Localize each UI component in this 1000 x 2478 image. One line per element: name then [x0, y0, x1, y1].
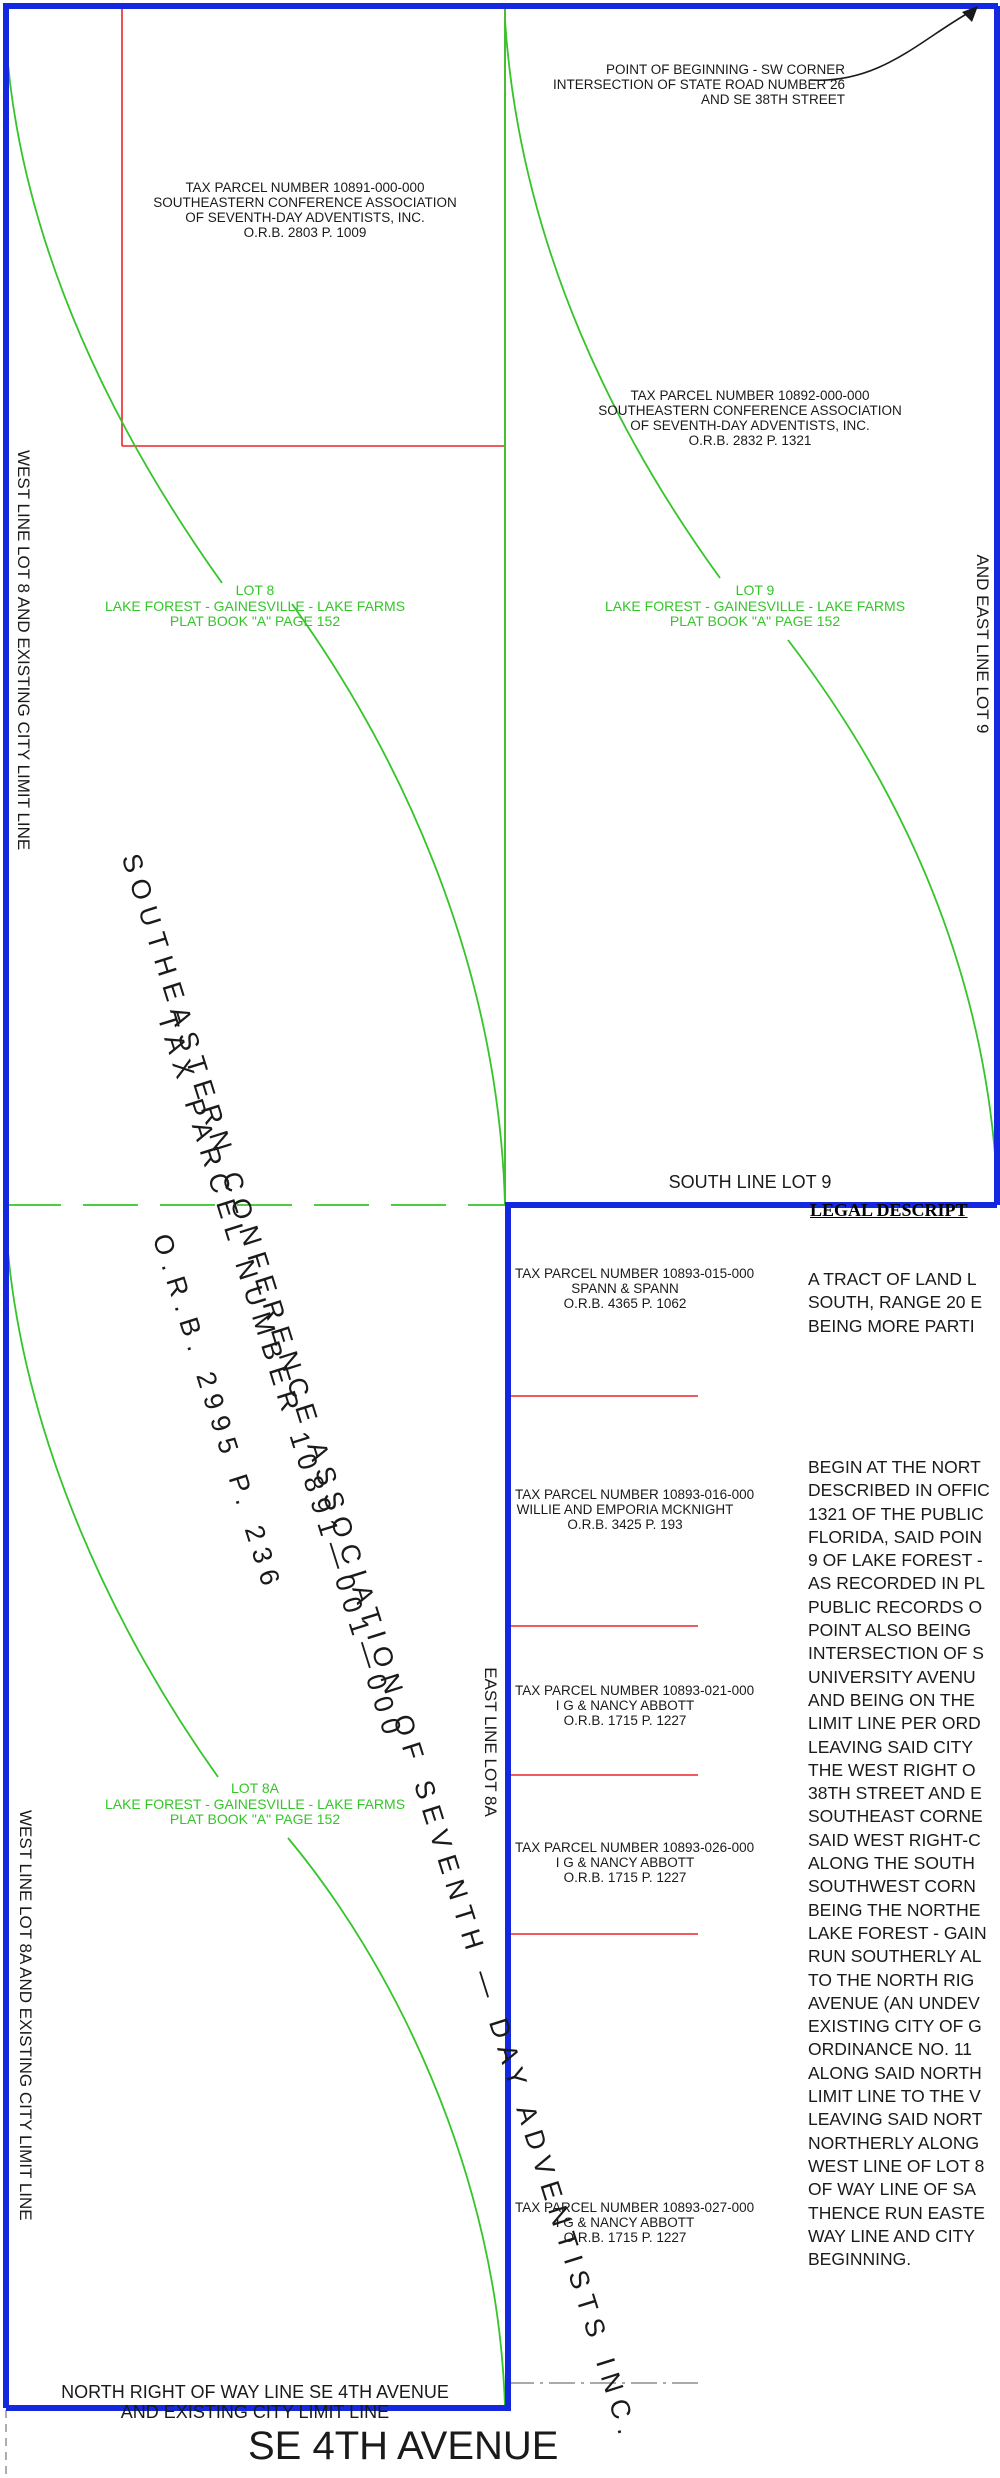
legal-body-line: NORTHERLY ALONG — [808, 2132, 980, 2153]
lot8-curve-b — [291, 603, 506, 1206]
lot8a-curve-a — [5, 1227, 219, 1778]
point-of-beginning-label: POINT OF BEGINNING - SW CORNER INTERSECT… — [552, 62, 845, 108]
legal-description-title: LEGAL DESCRIPT — [810, 1200, 968, 1220]
legal-body-line: WEST LINE OF LOT 8 — [808, 2155, 985, 2176]
north-row-label: NORTH RIGHT OF WAY LINE SE 4TH AVENUE AN… — [61, 2382, 449, 2423]
legal-intro-line: SOUTH, RANGE 20 E — [808, 1292, 983, 1313]
legal-body-line: FLORIDA, SAID POIN — [808, 1526, 983, 1547]
legal-body-line: RUN SOUTHERLY AL — [808, 1946, 982, 1967]
legal-body-line: UNIVERSITY AVENU — [808, 1666, 976, 1687]
legal-body-line: TO THE NORTH RIG — [808, 1969, 975, 1990]
lot-9-label: LOT 9 LAKE FOREST - GAINESVILLE - LAKE F… — [604, 582, 906, 630]
legal-body-line: BEGINNING. — [808, 2249, 912, 2270]
legal-body-line: BEGIN AT THE NORT — [808, 1457, 981, 1477]
legal-body-line: SOUTHEAST CORNE — [808, 1806, 983, 1827]
legal-body-line: EXISTING CITY OF G — [808, 2016, 982, 2037]
parcel-label-10893-026: TAX PARCEL NUMBER 10893-026-000 I G & NA… — [515, 1840, 755, 1886]
parcel-label-10891: TAX PARCEL NUMBER 10891-000-000 SOUTHEAS… — [153, 180, 457, 241]
pob-leader-arrow — [809, 11, 971, 81]
boundary-lot8-lot9 — [3, 3, 998, 2408]
pob-arrowhead — [962, 6, 978, 22]
legal-body-line: ALONG THE SOUTH — [808, 1853, 975, 1874]
legal-intro-line: BEING MORE PARTI — [808, 1315, 975, 1336]
east-line-lot8a-label: EAST LINE LOT 8A — [481, 1667, 500, 1817]
parcel-label-10893-021: TAX PARCEL NUMBER 10893-021-000 I G & NA… — [515, 1683, 755, 1729]
legal-body-line: DESCRIBED IN OFFIC — [808, 1480, 990, 1501]
lot8-curve-a — [5, 39, 223, 584]
legal-body-line: LEAVING SAID CITY — [808, 1736, 973, 1757]
parcel-label-10893-015: TAX PARCEL NUMBER 10893-015-000 SPANN & … — [515, 1266, 755, 1312]
legal-body-line: OF WAY LINE OF SA — [808, 2179, 976, 2200]
legal-body-line: INTERSECTION OF S — [808, 1643, 984, 1664]
parcel-label-10892: TAX PARCEL NUMBER 10892-000-000 SOUTHEAS… — [598, 388, 902, 449]
legal-body-line: BEING THE NORTHE — [808, 1899, 981, 1920]
legal-body-line: ALONG SAID NORTH — [808, 2062, 982, 2083]
legal-body-line: LIMIT LINE TO THE V — [808, 2086, 981, 2107]
lot9-curve-a — [504, 19, 721, 579]
south-line-lot9-label: SOUTH LINE LOT 9 — [668, 1172, 832, 1192]
legal-body-line: AS RECORDED IN PL — [808, 1573, 985, 1594]
lot8a-curve-b — [287, 1837, 506, 2409]
legal-body-line: WAY LINE AND CITY — [808, 2225, 975, 2246]
legal-body-line: SOUTHWEST CORN — [808, 1876, 976, 1897]
street-title: SE 4TH AVENUE — [248, 2424, 559, 2468]
legal-body-line: LIMIT LINE PER ORD — [808, 1713, 981, 1734]
legal-body-line: AVENUE (AN UNDEV — [808, 1992, 980, 2013]
legal-body-line: SAID WEST RIGHT-C — [808, 1829, 981, 1850]
lot9-curve-b — [787, 639, 999, 1206]
parcel-label-10893-027: TAX PARCEL NUMBER 10893-027-000 I G & NA… — [515, 2200, 755, 2246]
legal-body-line: 9 OF LAKE FOREST - — [808, 1550, 983, 1571]
legal-body-line: AND BEING ON THE — [808, 1689, 975, 1710]
lot-8a-label: LOT 8A LAKE FOREST - GAINESVILLE - LAKE … — [104, 1780, 406, 1828]
west-line-lot8-label: WEST LINE LOT 8 AND EXISTING CITY LIMIT … — [14, 450, 33, 851]
legal-body-line: 1321 OF THE PUBLIC — [808, 1503, 984, 1524]
legal-body-line: LEAVING SAID NORT — [808, 2109, 983, 2130]
legal-intro: A TRACT OF LAND L SOUTH, RANGE 20 E BEIN… — [808, 1268, 982, 1338]
legal-body-line: POINT ALSO BEING — [808, 1620, 972, 1641]
west-line-lot8a-label: WEST LINE LOT 8A AND EXISTING CITY LIMIT… — [16, 1810, 35, 2221]
parcel-label-10893-016: TAX PARCEL NUMBER 10893-016-000 WILLIE A… — [515, 1487, 755, 1533]
legal-body-line: THENCE RUN EASTE — [808, 2202, 985, 2223]
legal-intro-line: A TRACT OF LAND L — [808, 1269, 977, 1289]
boundary-inner — [6, 1202, 997, 2411]
legal-body-line: ORDINANCE NO. 11 — [808, 2039, 973, 2060]
east-line-lot9-label: AND EAST LINE LOT 9 — [973, 554, 992, 734]
legal-body: BEGIN AT THE NORT DESCRIBED IN OFFIC 132… — [808, 1456, 990, 2271]
legal-body-line: LAKE FOREST - GAIN — [808, 1922, 987, 1943]
legal-body-line: 38TH STREET AND E — [808, 1783, 982, 1804]
legal-body-line: THE WEST RIGHT O — [808, 1759, 976, 1780]
lot-8-label: LOT 8 LAKE FOREST - GAINESVILLE - LAKE F… — [104, 582, 406, 630]
legal-body-line: PUBLIC RECORDS O — [808, 1596, 983, 1617]
